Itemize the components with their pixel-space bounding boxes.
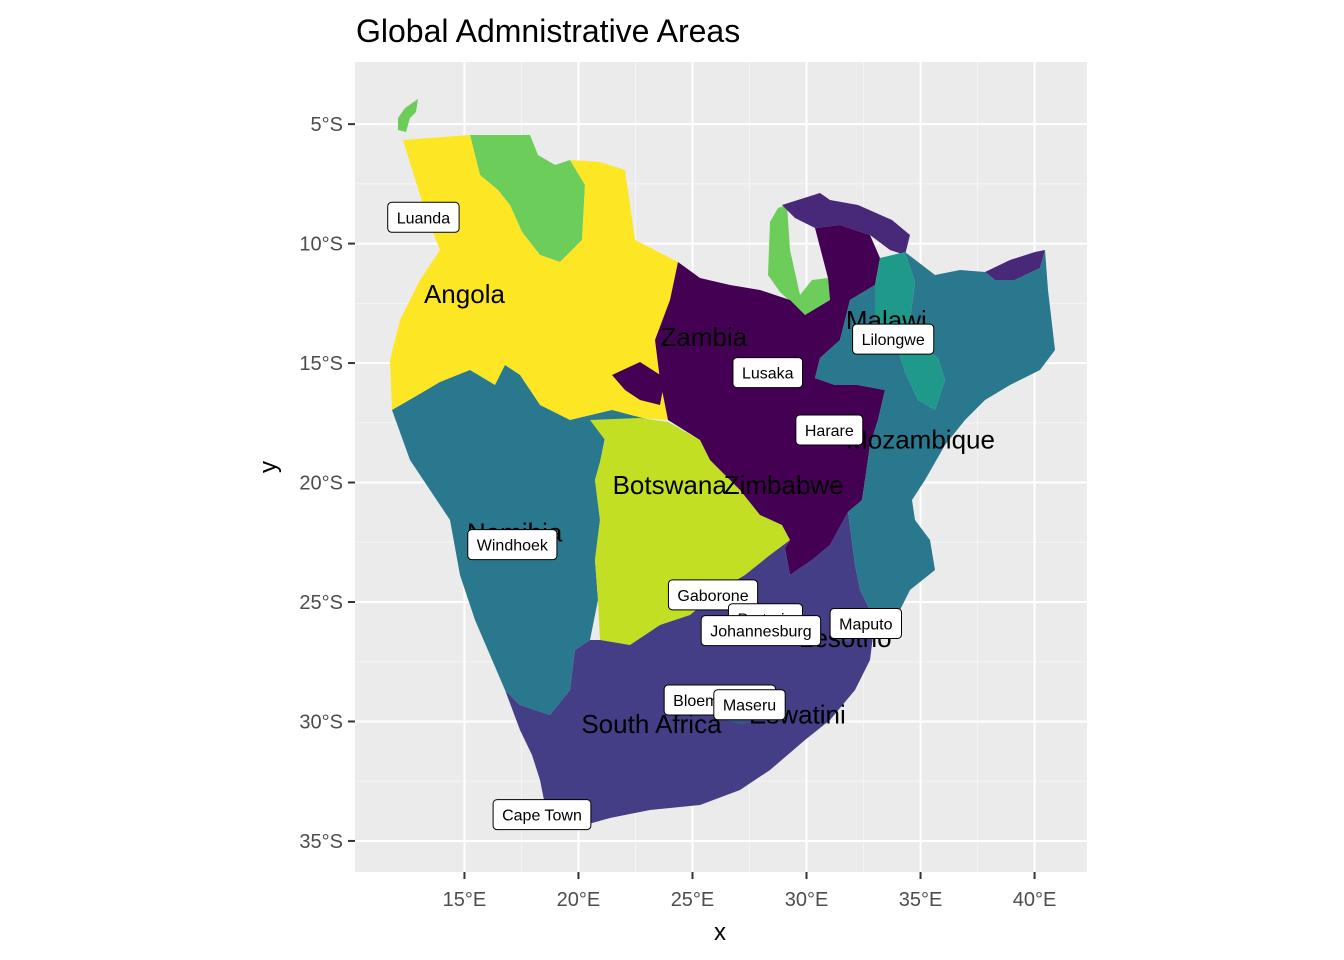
y-tick-label: 10°S: [299, 234, 343, 256]
country-shape-drc-enclave: [398, 99, 418, 132]
city-label-box: [852, 323, 935, 355]
city-label-text: Gaborone: [677, 588, 748, 605]
city-labels: Luanda Lilongwe Lusaka Harare Windhoek Gaboro…: [387, 201, 935, 831]
country-shape-zambia: [655, 225, 885, 575]
city-label: Johannesburg: [700, 615, 822, 647]
y-axis-title: y: [255, 461, 282, 473]
country-label: Zimbabwe: [724, 470, 844, 500]
city-label: Windhoek: [467, 529, 558, 561]
city-label-box: [492, 799, 592, 831]
city-label-box: [387, 201, 460, 233]
city-label: Lusaka: [732, 357, 804, 389]
city-label-box: [467, 529, 558, 561]
city-label: Cape Town: [492, 799, 592, 831]
country-shape-botswana: [590, 418, 790, 645]
country-shape-tanzania: [782, 193, 910, 255]
x-axis: 15°E 20°E 25°E 30°E 35°E 40°E: [443, 872, 1057, 911]
y-tick-label: 20°S: [299, 473, 343, 495]
city-label: Maputo: [829, 608, 902, 640]
city-label: Luanda: [387, 201, 460, 233]
x-tick-label: 15°E: [443, 889, 487, 911]
y-tick-label: 15°S: [299, 353, 343, 375]
city-label-box: [795, 414, 864, 446]
x-tick-label: 35°E: [899, 889, 943, 911]
country-shape-angola: [390, 135, 678, 420]
city-label: Lilongwe: [852, 323, 935, 355]
city-label: Harare: [795, 414, 864, 446]
y-tick-label: 35°S: [299, 831, 343, 853]
city-label: Gaborone: [667, 579, 759, 611]
city-label-box: [713, 689, 786, 721]
country-shape-drc-east: [768, 205, 830, 315]
city-label-text: Lilongwe: [862, 332, 925, 349]
y-tick-label: 5°S: [311, 114, 343, 136]
city-label-text: Luanda: [397, 210, 450, 227]
country-shape-tanzania-east: [985, 250, 1045, 280]
city-label-box: [667, 579, 759, 611]
x-tick-label: 40°E: [1013, 889, 1057, 911]
country-label: Zambia: [661, 322, 748, 352]
city-label-text: Johannesburg: [710, 624, 811, 641]
x-axis-title: x: [714, 919, 726, 946]
city-label-box: [700, 615, 822, 647]
city-label: Maseru: [713, 689, 786, 721]
city-label-box: [732, 357, 804, 389]
city-label-text: Harare: [805, 423, 854, 440]
y-tick-label: 30°S: [299, 711, 343, 733]
country-polygons: [390, 99, 1055, 825]
city-label-text: Maseru: [723, 698, 776, 715]
country-shape-south-africa: [505, 512, 875, 825]
city-label-text: Maputo: [839, 617, 892, 634]
country-label: Mozambique: [846, 425, 995, 455]
country-label: Angola: [424, 279, 505, 309]
y-axis: 5°S 10°S 15°S 20°S 25°S 30°S 35°S: [299, 114, 355, 853]
country-shape-drc: [470, 135, 585, 262]
x-tick-label: 30°E: [785, 889, 829, 911]
city-label-text: Windhoek: [477, 538, 549, 555]
x-tick-label: 20°E: [557, 889, 601, 911]
x-tick-label: 25°E: [671, 889, 715, 911]
country-shape-zambia-strip: [612, 362, 665, 405]
city-label-text: Cape Town: [502, 808, 582, 825]
city-label-text: Lusaka: [742, 366, 794, 383]
y-tick-label: 25°S: [299, 592, 343, 614]
chart-title: Global Admnistrative Areas: [356, 13, 740, 49]
country-label: Botswana: [613, 470, 728, 500]
city-label-box: [829, 608, 902, 640]
